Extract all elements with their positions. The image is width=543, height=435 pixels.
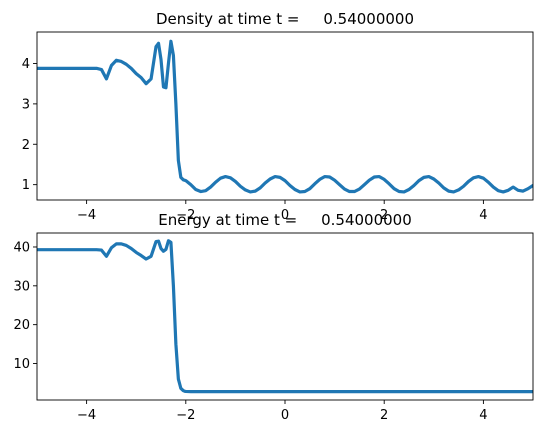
density-panel: −4 −2 0 2 4 1 2 3 4 Density at time t = 0.5400000…: [22, 10, 534, 223]
density-x-tick-label: 2: [380, 208, 388, 223]
density-y-tick-label: 2: [22, 138, 30, 153]
energy-x-tick-label: −4: [77, 408, 96, 423]
energy-y-tick-label: 40: [13, 240, 30, 255]
energy-y-tick-label: 10: [13, 357, 30, 372]
energy-x-tick-label: 4: [479, 408, 487, 423]
energy-x-tick-label: 2: [380, 408, 388, 423]
density-y-tick-label: 4: [22, 57, 30, 72]
density-x-tick-label: 4: [479, 208, 487, 223]
density-x-tick-label: 0: [281, 208, 289, 223]
density-title: Density at time t = 0.54000000: [156, 10, 414, 28]
energy-title: Energy at time t = 0.54000000: [158, 211, 412, 229]
energy-x-tick-label: −2: [176, 408, 195, 423]
density-series-line: [37, 39, 533, 194]
energy-x-tick-label: 0: [281, 408, 289, 423]
energy-y-tick-label: 30: [13, 279, 30, 294]
density-y-tick-label: 3: [22, 97, 30, 112]
density-y-tick-label: 1: [22, 178, 30, 193]
energy-y-tick-label: 20: [13, 318, 30, 333]
density-x-tick-label: −2: [176, 208, 195, 223]
energy-series-line: [37, 239, 533, 394]
density-x-tick-label: −4: [77, 208, 96, 223]
